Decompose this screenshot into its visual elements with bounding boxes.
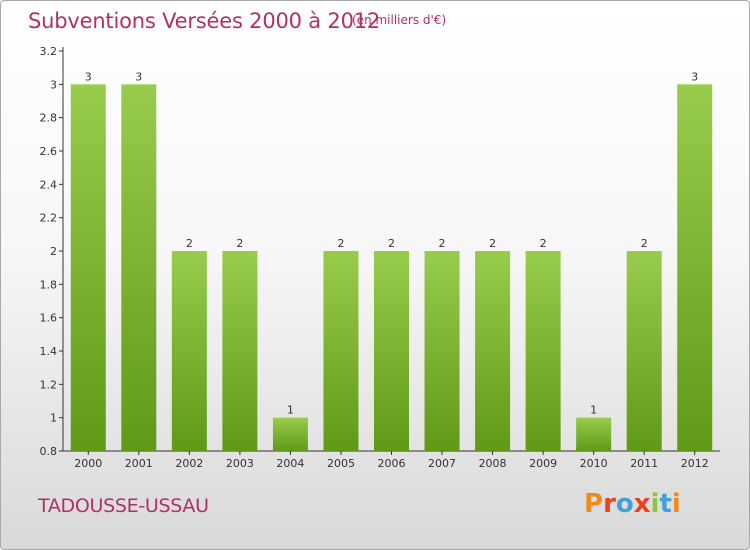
- x-tick-label: 2006: [378, 457, 406, 470]
- y-tick-label: 1.4: [40, 345, 58, 358]
- bar: [475, 251, 511, 451]
- logo-letter: t: [659, 489, 672, 519]
- x-tick-label: 2003: [226, 457, 254, 470]
- bar-data-label: 2: [236, 237, 243, 250]
- x-tick-label: 2009: [529, 457, 557, 470]
- y-tick-label: 2.2: [40, 212, 58, 225]
- logo-letter: x: [633, 489, 651, 519]
- bar: [70, 84, 106, 451]
- commune-name: TADOUSSE-USSAU: [38, 495, 209, 517]
- x-tick-label: 2004: [276, 457, 304, 470]
- y-tick-label: 2.4: [40, 178, 58, 191]
- x-tick-label: 2000: [74, 457, 102, 470]
- bar: [323, 251, 359, 451]
- bar-data-label: 3: [85, 70, 92, 83]
- y-tick-label: 1: [50, 412, 57, 425]
- y-tick-label: 3: [50, 78, 57, 91]
- x-tick-label: 2008: [479, 457, 507, 470]
- bar-data-label: 2: [489, 237, 496, 250]
- bar-data-label: 2: [439, 237, 446, 250]
- bar: [576, 417, 612, 451]
- bar-data-label: 2: [186, 237, 193, 250]
- bar-data-label: 2: [388, 237, 395, 250]
- bar: [171, 251, 207, 451]
- bar: [677, 84, 713, 451]
- bar-data-label: 2: [540, 237, 547, 250]
- y-tick-label: 1.6: [40, 312, 58, 325]
- x-tick-label: 2005: [327, 457, 355, 470]
- bar: [121, 84, 157, 451]
- logo-letter: r: [603, 489, 616, 519]
- y-tick-label: 2: [50, 245, 57, 258]
- bar: [424, 251, 460, 451]
- x-tick-label: 2001: [125, 457, 153, 470]
- y-tick-label: 2.6: [40, 145, 58, 158]
- proxiti-logo: Proxiti: [584, 489, 681, 519]
- bar: [222, 251, 258, 451]
- y-tick-label: 1.2: [40, 378, 58, 391]
- chart-title: Subventions Versées 2000 à 2012: [28, 9, 381, 33]
- y-tick-label: 0.8: [40, 445, 58, 458]
- x-tick-label: 2007: [428, 457, 456, 470]
- bar-data-label: 1: [287, 404, 294, 417]
- bar-data-label: 1: [590, 404, 597, 417]
- logo-letter: P: [584, 489, 604, 519]
- y-tick-label: 3.2: [40, 45, 58, 58]
- bar: [272, 417, 308, 451]
- bar-data-label: 3: [691, 70, 698, 83]
- bar: [626, 251, 662, 451]
- x-tick-label: 2012: [681, 457, 709, 470]
- bar-data-label: 2: [641, 237, 648, 250]
- y-tick-label: 1.8: [40, 278, 58, 291]
- bar: [374, 251, 409, 451]
- y-tick-label: 2.8: [40, 112, 58, 125]
- logo-letter: i: [671, 489, 681, 519]
- bar: [525, 251, 561, 451]
- x-tick-label: 2011: [630, 457, 658, 470]
- logo-letter: i: [650, 489, 660, 519]
- bar-data-label: 3: [135, 70, 142, 83]
- x-tick-label: 2010: [580, 457, 608, 470]
- chart-subtitle: (en milliers d'€): [352, 13, 447, 27]
- bar-data-label: 2: [337, 237, 344, 250]
- x-tick-label: 2002: [175, 457, 203, 470]
- logo-letter: o: [615, 489, 634, 519]
